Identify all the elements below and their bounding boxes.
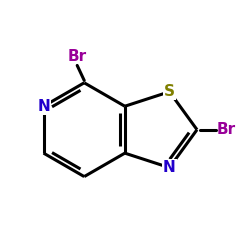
Text: N: N: [163, 160, 176, 175]
Text: Br: Br: [68, 50, 87, 64]
Text: Br: Br: [216, 122, 236, 137]
Text: S: S: [164, 84, 175, 99]
Text: N: N: [37, 99, 50, 114]
